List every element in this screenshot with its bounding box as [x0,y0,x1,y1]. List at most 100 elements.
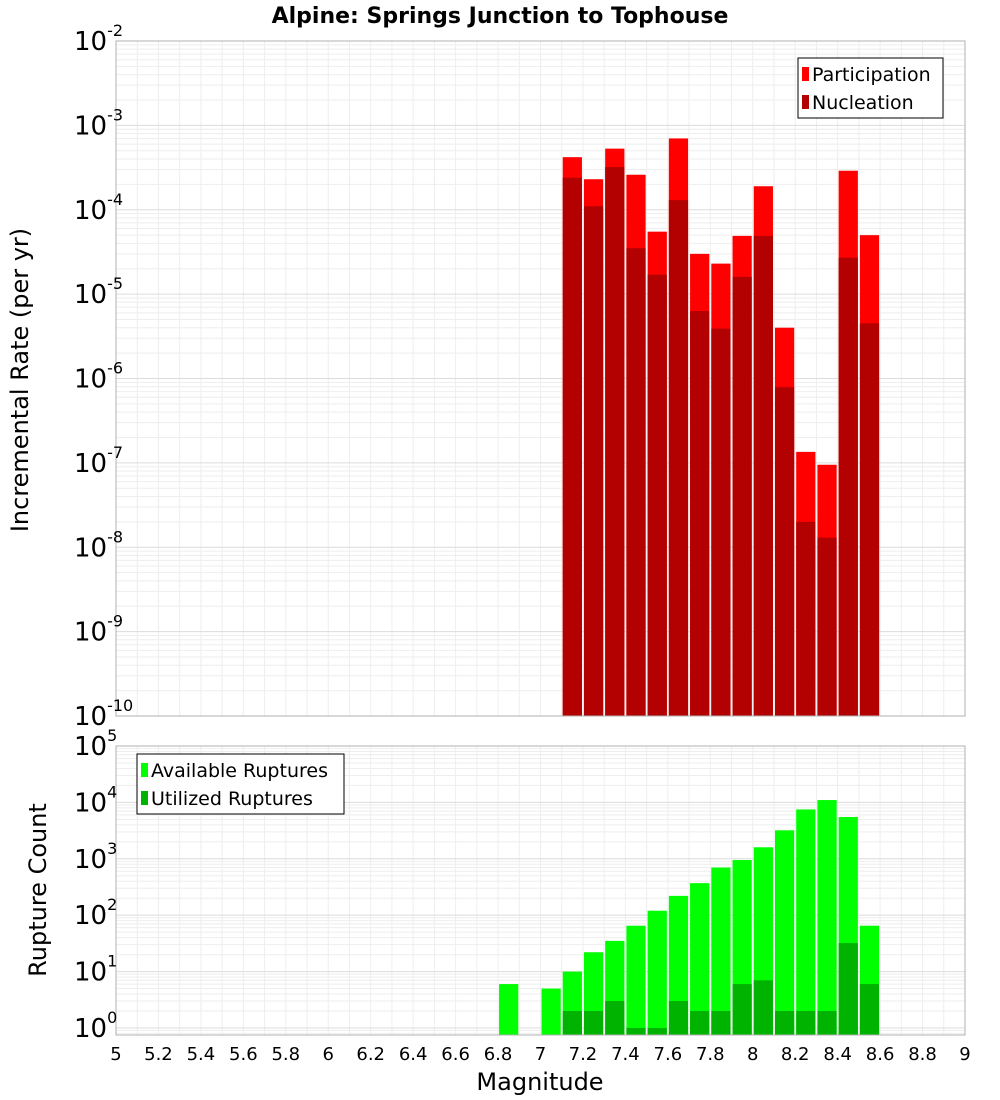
top-grid [115,40,966,717]
top-y-axis-label: Incremental Rate (per yr) [6,228,34,532]
x-tick-label: 9 [959,1044,970,1065]
bar-available-ruptures-8 [690,883,710,1035]
legend-swatch [802,95,809,109]
bar-nucleation-10 [774,387,795,716]
legend-box [797,57,944,119]
bar-utilized-ruptures-7 [668,1001,689,1035]
bar-nucleation-7 [711,328,731,716]
x-tick-label: 6.4 [399,1044,428,1065]
bar-utilized-ruptures-5 [626,1027,646,1035]
legend-label: Nucleation [812,92,914,114]
x-tick-label: 8 [747,1044,758,1065]
bar-utilized-ruptures-4 [605,1001,625,1035]
x-tick-label: 8.4 [823,1044,852,1065]
bar-nucleation-6 [690,311,710,716]
bar-nucleation-13 [838,257,858,716]
x-tick-label: 6.6 [441,1044,470,1065]
bar-nucleation-11 [796,521,816,716]
bar-utilized-ruptures-8 [690,1010,710,1035]
y-tick-label: 101 [74,952,117,988]
x-tick-label: 7.6 [654,1044,683,1065]
top-y-ticks: 10-10 10-9 10-8 10-7 10-6 10-5 10-4 10-3 10-2 [74,21,133,732]
bar-available-ruptures-0 [499,984,519,1035]
x-tick-label: 5.2 [144,1044,173,1065]
bar-nucleation-1 [583,206,604,716]
bar-nucleation-2 [605,167,625,716]
y-tick-label: 10-7 [74,443,123,479]
bar-utilized-ruptures-13 [796,1010,816,1035]
y-tick-label: 10-4 [74,190,123,226]
bar-utilized-ruptures-9 [711,1010,731,1035]
legend-box [136,753,345,815]
y-tick-label: 10-8 [74,527,123,563]
x-tick-label: 6.8 [484,1044,513,1065]
bar-utilized-ruptures-15 [838,943,858,1035]
bar-nucleation-14 [859,323,880,716]
bar-available-ruptures-12 [774,830,795,1035]
x-tick-label: 6.2 [356,1044,385,1065]
bar-nucleation-12 [817,537,837,716]
bar-nucleation-3 [626,248,646,717]
legend-swatch [141,791,148,805]
bottom-plot-frame [115,745,966,1036]
bar-utilized-ruptures-10 [732,984,752,1035]
y-tick-label: 10-10 [74,696,133,732]
x-tick-label: 8.8 [908,1044,937,1065]
bar-available-ruptures-9 [711,867,731,1035]
bar-available-ruptures-13 [796,809,816,1035]
x-tick-label: 8.6 [866,1044,895,1065]
bar-utilized-ruptures-16 [859,984,880,1035]
bottom-bars [499,800,880,1035]
x-tick-label: 7.4 [611,1044,640,1065]
bar-utilized-ruptures-3 [583,1010,604,1035]
x-tick-label: 7.8 [696,1044,725,1065]
bar-available-ruptures-14 [817,800,837,1035]
x-axis-label: Magnitude [476,1068,603,1096]
x-tick-label: 7 [535,1044,546,1065]
y-tick-label: 104 [74,782,117,818]
x-tick-label: 6 [323,1044,334,1065]
bar-nucleation-4 [647,274,667,716]
y-tick-label: 10-6 [74,359,123,395]
y-tick-label: 105 [74,726,117,762]
legend-label: Utilized Ruptures [151,788,313,810]
legend-swatch [802,67,809,81]
top-legend: Participation Nucleation [797,57,944,119]
y-tick-label: 10-9 [74,612,123,648]
y-tick-label: 102 [74,895,117,931]
bottom-panel: 100 101 102 103 104 105 5 5.2 5.4 5.6 5.8 6 6.2 6.4 6.… [74,726,971,1065]
bar-available-ruptures-6 [647,910,667,1035]
bar-nucleation-9 [753,235,773,716]
bar-nucleation-8 [732,276,752,716]
top-bars [562,138,880,717]
bottom-legend: Available Ruptures Utilized Ruptures [136,753,345,815]
legend-label: Participation [812,64,931,86]
top-panel: 10-10 10-9 10-8 10-7 10-6 10-5 10-4 10-3 10-2 Par… [74,21,966,732]
x-tick-label: 8.2 [781,1044,810,1065]
x-tick-label: 7.2 [569,1044,598,1065]
y-tick-label: 10-5 [74,274,123,310]
top-plot-frame [115,40,966,717]
bottom-y-axis-label: Rupture Count [24,803,52,977]
x-tick-label: 5.6 [229,1044,258,1065]
x-tick-label: 5.8 [271,1044,300,1065]
bar-available-ruptures-5 [626,925,646,1035]
bar-available-ruptures-7 [668,895,689,1035]
bar-utilized-ruptures-12 [774,1010,795,1035]
legend-label: Available Ruptures [151,760,328,782]
bar-nucleation-5 [668,200,689,716]
x-tick-label: 5 [110,1044,121,1065]
legend-swatch [141,763,148,777]
bottom-y-ticks: 100 101 102 103 104 105 [74,726,117,1044]
chart-title: Alpine: Springs Junction to Tophouse [272,4,729,29]
y-tick-label: 10-2 [74,21,123,57]
y-tick-label: 103 [74,839,117,875]
bar-utilized-ruptures-14 [817,1010,837,1035]
x-tick-label: 5.4 [187,1044,216,1065]
bar-utilized-ruptures-2 [562,1010,582,1035]
bar-available-ruptures-1 [541,988,561,1035]
y-tick-label: 10-3 [74,105,123,141]
bar-utilized-ruptures-6 [647,1027,667,1035]
y-tick-label: 100 [74,1008,117,1044]
